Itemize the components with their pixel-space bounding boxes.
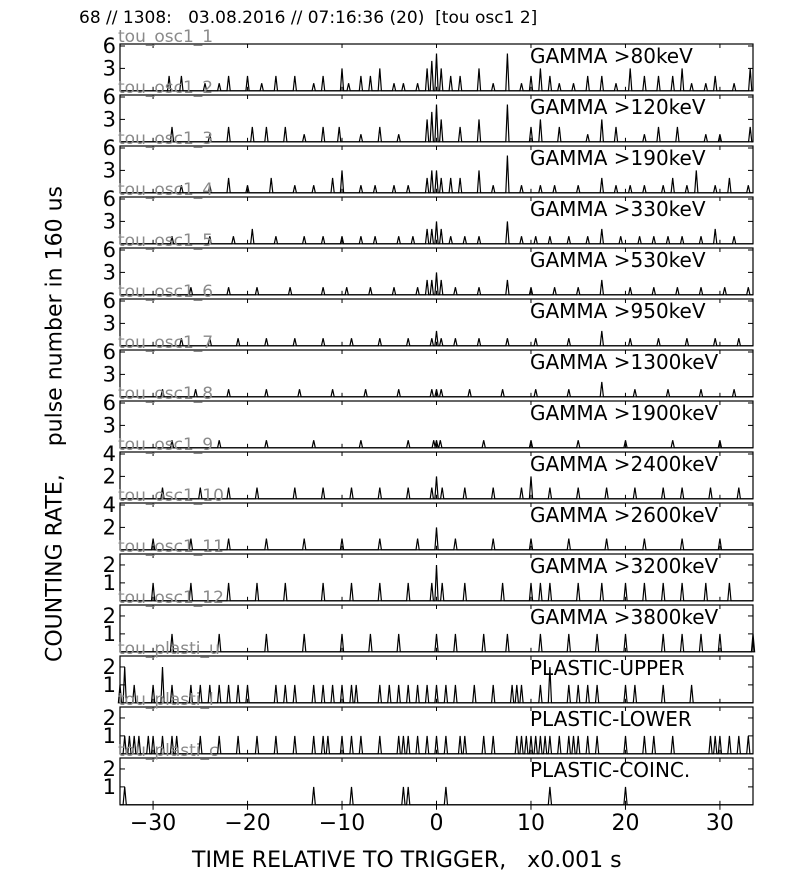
y-tick-label: 2 — [103, 655, 116, 679]
series-line — [117, 666, 753, 704]
y-tick-label: 6 — [103, 85, 116, 109]
series-line — [120, 527, 753, 551]
panel-id: tou_osc1_9 — [118, 435, 213, 455]
y-tick-label: 3 — [103, 107, 116, 131]
y-tick-label: 4 — [103, 442, 116, 466]
panel-id: tou_osc1_1 — [118, 27, 213, 47]
panel-id: tou_osc1_2 — [118, 78, 213, 98]
y-tick-label: 2 — [103, 515, 116, 539]
series-line — [120, 786, 753, 806]
x-tick-label: 10 — [517, 811, 545, 836]
x-tick-label: −20 — [224, 811, 270, 836]
panel-id: tou_osc1_6 — [118, 282, 213, 302]
y-tick-label: 3 — [103, 158, 116, 182]
y-tick-label: 3 — [103, 209, 116, 233]
series-line — [120, 272, 753, 296]
panel-label: GAMMA >190keV — [530, 146, 706, 170]
panel-label: GAMMA >2600keV — [530, 503, 719, 527]
y-tick-label: 2 — [103, 604, 116, 628]
panel-label: PLASTIC-UPPER — [530, 656, 685, 680]
y-tick-label: 2 — [103, 706, 116, 730]
panel-id: tou_osc1_5 — [118, 231, 213, 251]
x-tick-label: 30 — [706, 811, 734, 836]
panel-id: tou_osc1_8 — [118, 384, 213, 404]
panel-label: PLASTIC-COINC. — [530, 758, 690, 782]
panel-id: tou_plasti_l — [118, 690, 214, 710]
panel-label: GAMMA >3800keV — [530, 605, 719, 629]
panel-id: tou_osc1_12 — [118, 588, 224, 608]
y-tick-label: 3 — [103, 56, 116, 80]
x-tick-label: 20 — [611, 811, 639, 836]
y-tick-label: 6 — [103, 187, 116, 211]
panel-label: GAMMA >1300keV — [530, 350, 719, 374]
y-tick-label: 6 — [103, 34, 116, 58]
y-tick-label: 1 — [103, 571, 116, 595]
panel-id: tou_osc1_4 — [118, 180, 213, 200]
y-tick-label: 3 — [103, 260, 116, 284]
series-line — [120, 564, 753, 602]
panel-label: GAMMA >2400keV — [530, 452, 719, 476]
series-line — [120, 221, 753, 245]
series-line — [120, 104, 753, 143]
panel-label: GAMMA >950keV — [530, 299, 706, 323]
panel-id: tou_osc1_7 — [118, 333, 213, 353]
panel-label: PLASTIC-LOWER — [530, 707, 692, 731]
y-tick-label: 3 — [103, 311, 116, 335]
y-tick-label: 1 — [103, 622, 116, 646]
panel-id: tou_plasti_c — [118, 741, 218, 761]
panel-id: tou_osc1_11 — [118, 537, 224, 557]
x-tick-label: −10 — [319, 811, 365, 836]
series-line — [120, 633, 756, 653]
series-line — [120, 53, 753, 92]
series-line — [120, 476, 753, 500]
y-tick-label: 2 — [103, 553, 116, 577]
panel-label: GAMMA >120keV — [530, 95, 706, 119]
y-tick-label: 2 — [103, 464, 116, 488]
chart-header: 68 // 1308: 03.08.2016 // 07:16:36 (20) … — [79, 8, 538, 28]
series-line — [120, 735, 753, 755]
x-tick-label: 0 — [430, 811, 444, 836]
panel-id: tou_osc1_3 — [118, 129, 213, 149]
panel-label: GAMMA >1900keV — [530, 401, 719, 425]
y-tick-label: 2 — [103, 757, 116, 781]
panel-label: GAMMA >80keV — [530, 44, 693, 68]
panel-label: GAMMA >3200keV — [530, 554, 719, 578]
x-axis-label: TIME RELATIVE TO TRIGGER, x0.001 s — [192, 848, 622, 873]
y-tick-label: 6 — [103, 136, 116, 160]
x-tick-label: −30 — [130, 811, 176, 836]
y-tick-label: 1 — [103, 724, 116, 748]
y-tick-label: 6 — [103, 238, 116, 262]
series-line — [120, 381, 753, 398]
panel-label: GAMMA >530keV — [530, 248, 706, 272]
y-tick-label: 6 — [103, 391, 116, 415]
y-tick-label: 3 — [103, 362, 116, 386]
panel-id: tou_osc1_10 — [118, 486, 224, 506]
series-line — [120, 440, 753, 449]
y-tick-label: 6 — [103, 340, 116, 364]
panel-label: GAMMA >330keV — [530, 197, 706, 221]
series-line — [120, 155, 753, 194]
y-tick-label: 3 — [103, 413, 116, 437]
y-tick-label: 1 — [103, 775, 116, 799]
y-tick-label: 6 — [103, 289, 116, 313]
y-tick-label: 4 — [103, 493, 116, 517]
y-tick-label: 1 — [103, 673, 116, 697]
panel-id: tou_plasti_u — [118, 639, 220, 659]
series-line — [120, 330, 753, 347]
